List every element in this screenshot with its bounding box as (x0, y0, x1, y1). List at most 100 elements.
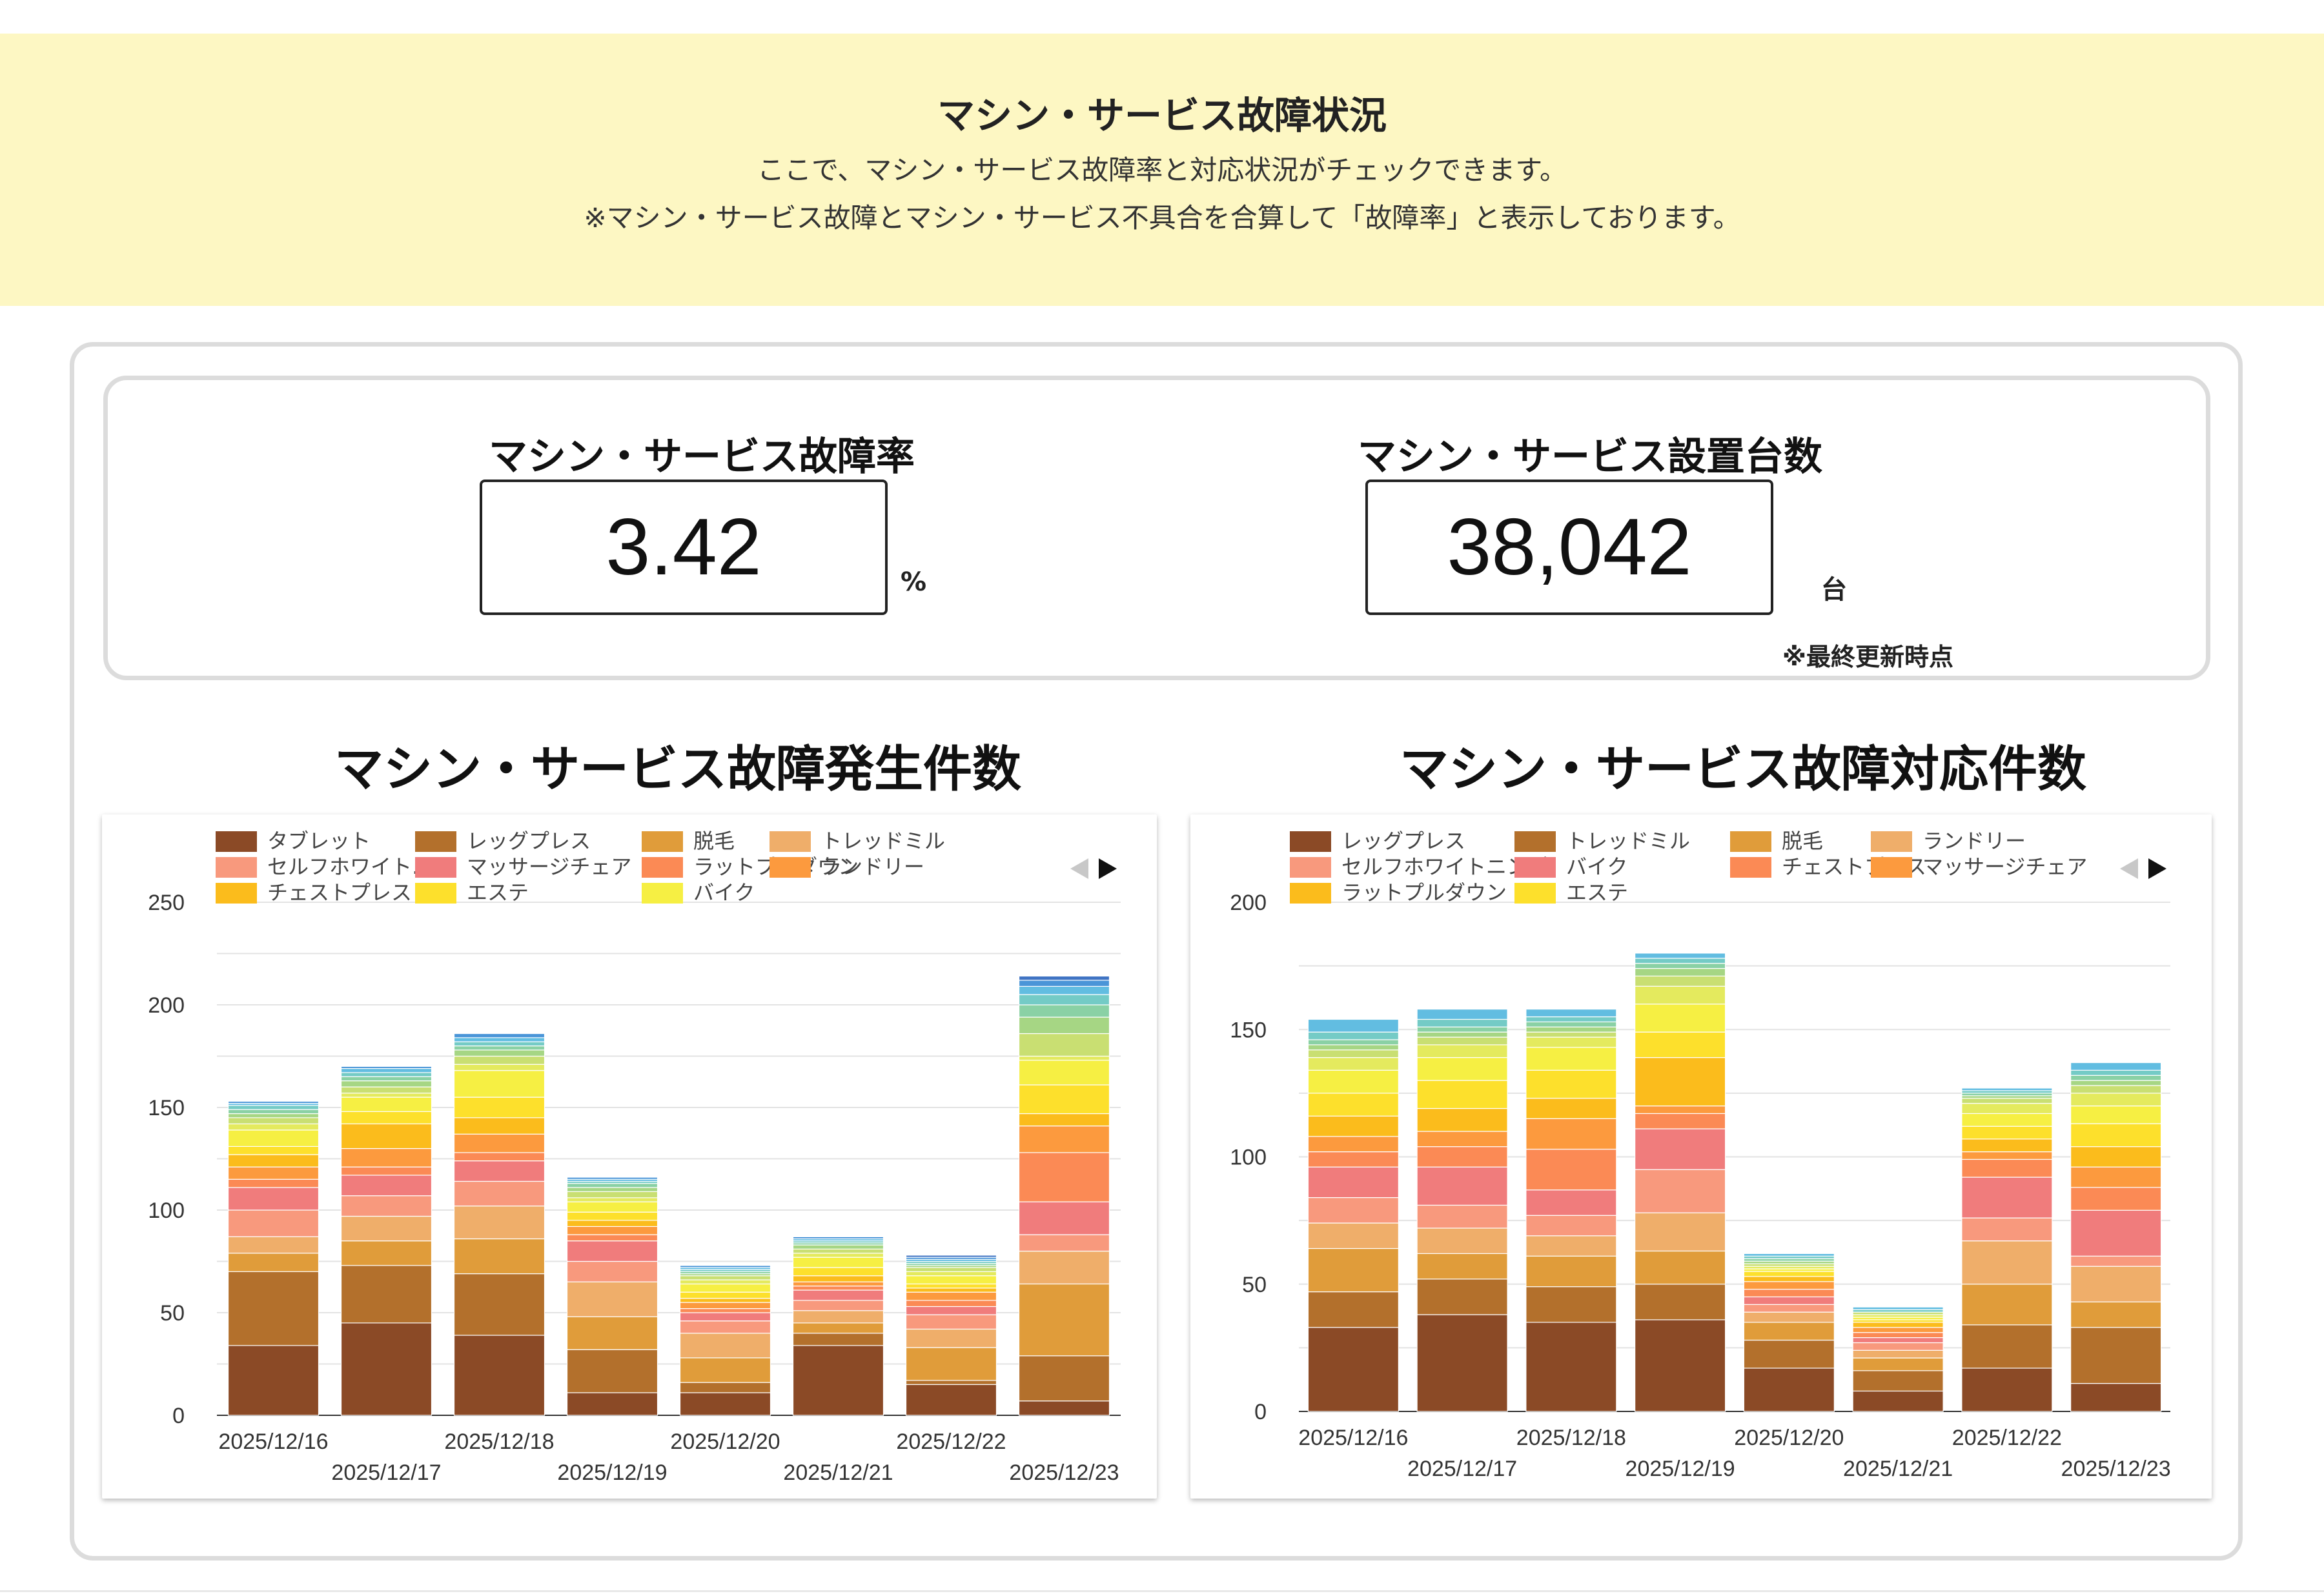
bar-segment[interactable] (1416, 1036, 1508, 1045)
bar-segment[interactable] (1525, 1255, 1617, 1288)
bar-segment[interactable] (905, 1384, 997, 1416)
bar-segment[interactable] (1018, 1016, 1110, 1035)
bar-segment[interactable] (1525, 1047, 1617, 1071)
bar-segment[interactable] (227, 1123, 320, 1131)
bar-segment[interactable] (905, 1380, 997, 1385)
bar-segment[interactable] (566, 1281, 658, 1317)
bar-segment[interactable] (1018, 1033, 1110, 1057)
bar-segment[interactable] (1416, 1107, 1508, 1132)
bar-segment[interactable] (679, 1392, 771, 1416)
bar-segment[interactable] (566, 1177, 658, 1180)
bar-segment[interactable] (792, 1310, 884, 1324)
bar-segment[interactable] (566, 1197, 658, 1202)
bar-segment[interactable] (340, 1076, 433, 1082)
bar-segment[interactable] (679, 1320, 771, 1334)
bar-segment[interactable] (1852, 1337, 1944, 1344)
bar-segment[interactable] (1635, 1106, 1726, 1115)
bar-segment[interactable] (1416, 1166, 1508, 1206)
bar-segment[interactable] (1416, 1314, 1508, 1412)
bar-segment[interactable] (453, 1117, 545, 1135)
bar-segment[interactable] (679, 1333, 771, 1359)
bar-segment[interactable] (453, 1070, 545, 1098)
bar-segment[interactable] (1307, 1197, 1399, 1224)
bar-segment[interactable] (1743, 1271, 1835, 1277)
bar-segment[interactable] (453, 1335, 545, 1416)
bar-segment[interactable] (1018, 1355, 1110, 1402)
legend-next-icon[interactable] (1099, 858, 1117, 879)
bar-segment[interactable] (1525, 1286, 1617, 1323)
bar-segment[interactable] (566, 1316, 658, 1350)
bar-segment[interactable] (1852, 1370, 1944, 1392)
bar-segment[interactable] (1852, 1322, 1944, 1328)
bar-segment[interactable] (792, 1322, 884, 1334)
bar-segment[interactable] (1525, 1215, 1617, 1237)
bar-segment[interactable] (1635, 1113, 1726, 1129)
bar-segment[interactable] (340, 1166, 433, 1176)
bar-segment[interactable] (1307, 1093, 1399, 1116)
bar-segment[interactable] (792, 1333, 884, 1346)
bar-segment[interactable] (905, 1283, 997, 1289)
bar-segment[interactable] (1635, 1128, 1726, 1170)
bar-segment[interactable] (340, 1096, 433, 1112)
bar-segment[interactable] (453, 1037, 545, 1042)
bar-segment[interactable] (1961, 1087, 2053, 1091)
bar-segment[interactable] (1961, 1103, 2053, 1115)
bar-segment[interactable] (1307, 1069, 1399, 1094)
bar-segment[interactable] (1961, 1240, 2053, 1285)
bar-segment[interactable] (1635, 1284, 1726, 1320)
bar-segment[interactable] (1307, 1136, 1399, 1153)
bar-segment[interactable] (1416, 1227, 1508, 1255)
bar-segment[interactable] (453, 1045, 545, 1051)
bar-segment[interactable] (2070, 1166, 2162, 1188)
bar-segment[interactable] (792, 1248, 884, 1254)
bar-segment[interactable] (1018, 1201, 1110, 1235)
bar-segment[interactable] (679, 1279, 771, 1285)
bar-segment[interactable] (1852, 1357, 1944, 1371)
bar-segment[interactable] (1307, 1222, 1399, 1249)
bar-segment[interactable] (905, 1267, 997, 1272)
bar-segment[interactable] (340, 1265, 433, 1324)
bar-segment[interactable] (1018, 1250, 1110, 1285)
bar-segment[interactable] (1416, 1204, 1508, 1229)
bar-segment[interactable] (340, 1175, 433, 1197)
bar-segment[interactable] (1416, 1146, 1508, 1167)
bar-segment[interactable] (1416, 1009, 1508, 1020)
bar-segment[interactable] (1852, 1349, 1944, 1359)
bar-segment[interactable] (1635, 975, 1726, 987)
bar-segment[interactable] (1018, 985, 1110, 995)
bar-segment[interactable] (1852, 1306, 1944, 1310)
bar-segment[interactable] (1307, 1115, 1399, 1137)
bar-segment[interactable] (1307, 1039, 1399, 1045)
bar-segment[interactable] (1307, 1248, 1399, 1293)
bar-segment[interactable] (2070, 1327, 2162, 1384)
bar-segment[interactable] (340, 1067, 433, 1073)
bar-segment[interactable] (227, 1105, 320, 1110)
bar-segment[interactable] (1018, 1004, 1110, 1018)
bar-segment[interactable] (679, 1308, 771, 1313)
legend-next-icon[interactable] (2148, 858, 2166, 879)
bar-segment[interactable] (679, 1382, 771, 1393)
bar-segment[interactable] (1635, 1031, 1726, 1058)
bar-segment[interactable] (792, 1345, 884, 1416)
bar-segment[interactable] (453, 1064, 545, 1071)
bar-segment[interactable] (227, 1166, 320, 1180)
bar-segment[interactable] (1635, 1250, 1726, 1285)
bar-segment[interactable] (679, 1302, 771, 1309)
bar-segment[interactable] (340, 1093, 433, 1098)
bar-segment[interactable] (792, 1236, 884, 1240)
bar-segment[interactable] (1961, 1324, 2053, 1369)
bar-segment[interactable] (1525, 1098, 1617, 1119)
bar-segment[interactable] (792, 1244, 884, 1250)
bar-segment[interactable] (453, 1152, 545, 1162)
bar-segment[interactable] (2070, 1266, 2162, 1302)
bar-segment[interactable] (453, 1206, 545, 1240)
bar-segment[interactable] (2070, 1187, 2162, 1211)
bar-segment[interactable] (1961, 1138, 2053, 1153)
bar-segment[interactable] (2070, 1123, 2162, 1147)
bar-segment[interactable] (792, 1300, 884, 1311)
bar-segment[interactable] (453, 1041, 545, 1047)
bar-segment[interactable] (1018, 980, 1110, 987)
bar-segment[interactable] (792, 1275, 884, 1282)
bar-segment[interactable] (905, 1255, 997, 1258)
bar-segment[interactable] (1852, 1327, 1944, 1333)
